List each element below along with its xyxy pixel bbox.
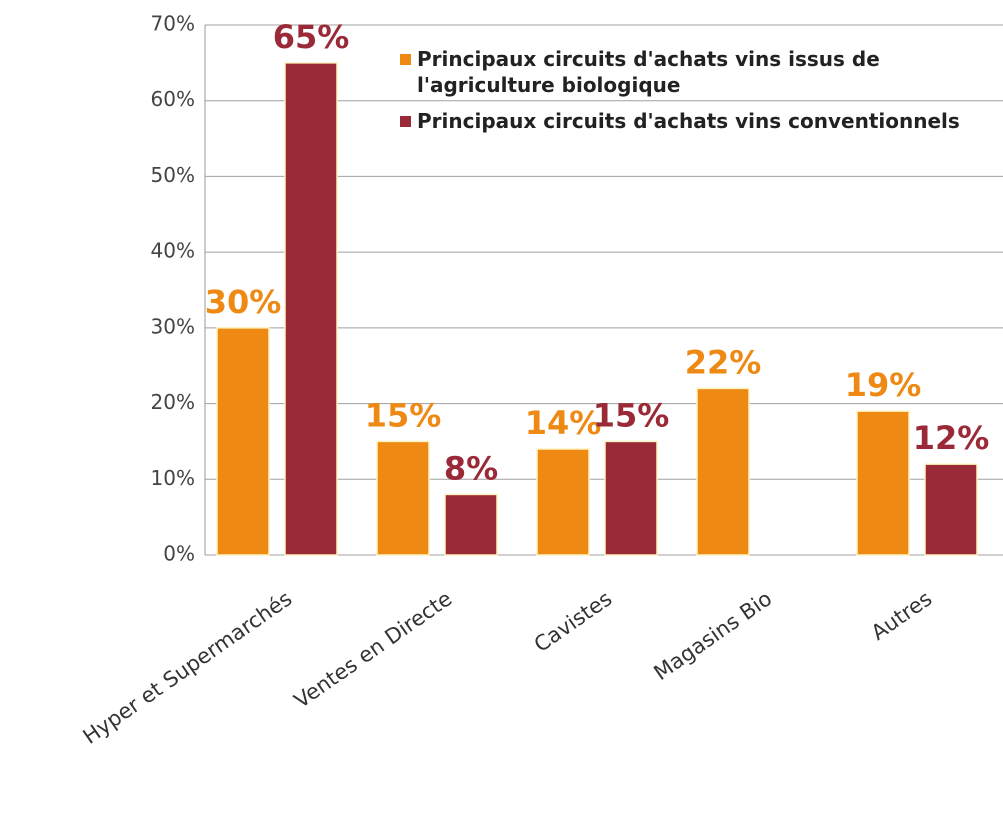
bar — [376, 440, 430, 556]
data-label: 12% — [913, 419, 990, 457]
x-tick: Hyper et Supermarchés — [79, 586, 297, 748]
legend-label: Principaux circuits d'achats vins issus … — [417, 47, 880, 97]
x-tick: Magasins Bio — [650, 586, 777, 685]
x-tick: Autres — [867, 586, 936, 645]
x-tick-label: Autres — [867, 586, 936, 645]
data-label: 15% — [593, 396, 670, 434]
y-tick-label: 30% — [151, 314, 195, 338]
legend: Principaux circuits d'achats vins issus … — [400, 46, 990, 144]
bar — [856, 410, 910, 556]
data-label: 15% — [365, 396, 442, 434]
legend-item: Principaux circuits d'achats vins conven… — [400, 108, 990, 134]
legend-swatch — [400, 54, 411, 65]
x-tick-label: Hyper et Supermarchés — [79, 586, 297, 748]
y-tick-label: 70% — [151, 12, 195, 36]
x-tick-label: Magasins Bio — [650, 586, 777, 685]
data-label: 30% — [205, 283, 282, 321]
bar — [924, 463, 978, 556]
y-tick-label: 50% — [151, 163, 195, 187]
y-tick-label: 60% — [151, 87, 195, 111]
x-tick-label: Cavistes — [530, 586, 617, 657]
data-label: 14% — [525, 404, 602, 442]
bar — [604, 440, 658, 556]
data-label: 8% — [444, 449, 498, 487]
legend-item: Principaux circuits d'achats vins issus … — [400, 46, 990, 98]
legend-swatch — [400, 116, 411, 127]
y-tick-label: 10% — [151, 466, 195, 490]
data-label: 65% — [273, 18, 350, 56]
bar — [444, 493, 498, 556]
bar — [696, 387, 750, 556]
y-tick-label: 40% — [151, 239, 195, 263]
legend-label: Principaux circuits d'achats vins conven… — [417, 109, 960, 133]
data-label: 22% — [685, 343, 762, 381]
bar — [284, 62, 338, 556]
x-tick: Ventes en Directe — [290, 586, 456, 713]
data-label: 19% — [845, 366, 922, 404]
x-tick: Cavistes — [530, 586, 617, 657]
y-tick-label: 0% — [163, 542, 195, 566]
x-tick-label: Ventes en Directe — [290, 586, 456, 713]
y-tick-label: 20% — [151, 390, 195, 414]
bar — [536, 448, 590, 556]
bar — [216, 327, 270, 556]
